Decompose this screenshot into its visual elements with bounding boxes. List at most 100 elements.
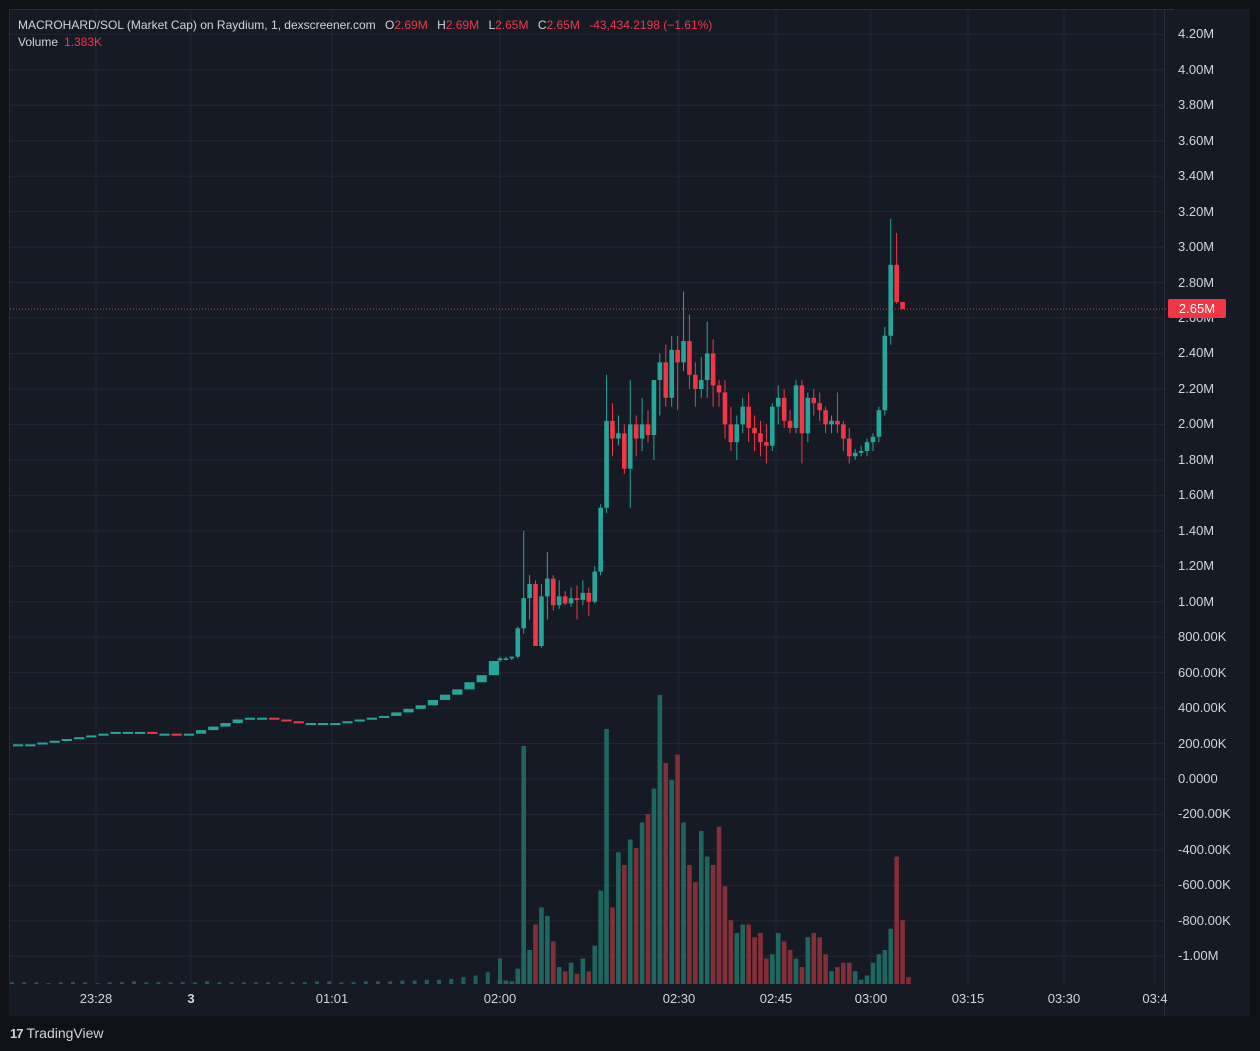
candle-body <box>698 380 704 389</box>
volume-bar <box>657 695 663 984</box>
y-tick-label: -1.00M <box>1178 948 1219 964</box>
candle-body <box>770 406 775 446</box>
volume-bar <box>586 971 592 984</box>
volume-bar <box>568 962 574 984</box>
volume-bar <box>144 982 149 984</box>
candle-body <box>171 733 182 736</box>
candle-body <box>687 341 692 375</box>
volume-bar <box>437 979 441 984</box>
y-tick-label: 1.80M <box>1178 451 1215 467</box>
volume-bar <box>388 981 393 984</box>
candle-body <box>440 694 451 700</box>
candle-body <box>37 742 48 745</box>
last-price-tag: 2.65M <box>1168 299 1226 319</box>
volume-bar <box>852 971 858 984</box>
chart-pane[interactable] <box>9 9 1175 986</box>
y-tick-label: 0.0000 <box>1178 771 1218 786</box>
time-axis-pane[interactable] <box>9 985 1174 1016</box>
candle-body <box>805 397 811 434</box>
candle-body <box>811 397 817 404</box>
candle-body <box>545 578 550 597</box>
legend-close-label: C <box>537 18 547 32</box>
candle-body <box>305 723 316 726</box>
volume-bar <box>633 848 639 984</box>
volume-bar <box>764 958 769 984</box>
volume-bar <box>781 941 787 984</box>
volume-bar <box>858 979 864 984</box>
volume-bar <box>622 865 627 984</box>
y-tick-label: 3.40M <box>1178 168 1215 184</box>
volume-bar <box>515 968 521 984</box>
y-tick-label: 1.60M <box>1178 487 1215 503</box>
candle-body <box>403 708 414 713</box>
volume-bar <box>669 780 674 984</box>
price-axis-pane[interactable] <box>1174 9 1250 1016</box>
candle-body <box>574 598 580 600</box>
volume-bar <box>693 882 698 984</box>
volume-bar <box>193 982 197 984</box>
volume-bar <box>217 982 222 984</box>
candle-body <box>183 733 194 736</box>
candle-body <box>13 744 24 747</box>
y-tick-label: 3.60M <box>1178 132 1215 148</box>
volume-bar <box>574 973 580 984</box>
candle-body <box>220 723 231 727</box>
candle-body <box>663 362 669 398</box>
candle-body <box>900 302 905 310</box>
y-tick-label: 400.00K <box>1178 700 1227 716</box>
volume-bar <box>846 962 852 984</box>
candle-body <box>734 424 740 443</box>
volume-bar <box>710 865 716 984</box>
volume-bar <box>728 920 734 984</box>
candle-body <box>550 578 556 606</box>
volume-bar <box>799 967 805 984</box>
candle-body <box>25 744 36 747</box>
y-tick-label: -400.00K <box>1178 841 1231 857</box>
x-tick-label: 03:4 <box>1142 991 1168 1006</box>
candle-body <box>622 433 627 469</box>
volume-bar <box>704 856 710 984</box>
candle-body <box>604 420 609 508</box>
volume-bar <box>876 954 882 984</box>
tradingview-brand[interactable]: 17 TradingView <box>10 1025 104 1041</box>
volume-bar <box>787 950 793 984</box>
volume-bar <box>315 981 319 984</box>
y-tick-label: -200.00K <box>1178 806 1231 822</box>
volume-bar <box>339 982 344 984</box>
candle-body <box>196 730 207 734</box>
candle-body <box>415 705 426 709</box>
candle-body <box>556 596 562 606</box>
candle-body <box>598 507 603 572</box>
candle-body <box>49 740 60 743</box>
candle-body <box>835 420 840 425</box>
volume-bar <box>734 933 740 984</box>
candle-body <box>257 717 268 720</box>
candle-body <box>293 721 304 724</box>
legend-change: -43,434.2198 (−1.61%) <box>589 18 713 32</box>
volume-bar <box>870 962 876 984</box>
candle-body <box>639 424 645 439</box>
volume-bar <box>46 983 51 984</box>
candle-body <box>464 682 475 690</box>
volume-bar <box>241 982 246 984</box>
volume-bar <box>894 856 899 984</box>
volume-bar <box>545 916 550 984</box>
volume-bar <box>473 975 478 984</box>
x-tick-label: 3 <box>187 991 195 1006</box>
volume-bar <box>610 907 615 984</box>
y-tick-label: 4.00M <box>1178 61 1215 77</box>
volume-bar <box>503 980 509 984</box>
candle-body <box>817 403 822 411</box>
volume-bar <box>775 933 781 984</box>
volume-bar <box>722 886 728 984</box>
volume-bar <box>539 907 544 984</box>
candle-body <box>330 723 341 726</box>
candle-body <box>716 385 722 393</box>
candle-body <box>793 385 799 428</box>
volume-bar <box>811 933 817 984</box>
volume-bar <box>823 954 828 984</box>
x-tick-label: 03:15 <box>951 991 985 1006</box>
volume-bar <box>663 763 669 984</box>
volume-bar <box>22 982 27 984</box>
volume-bar <box>900 920 905 984</box>
